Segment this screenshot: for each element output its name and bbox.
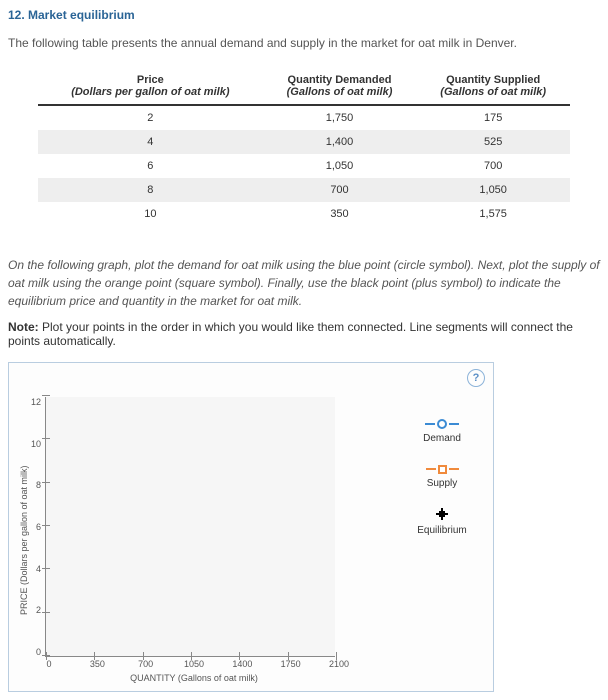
legend-supply-label: Supply [407, 478, 477, 489]
plot-area[interactable] [45, 397, 335, 657]
plus-icon [435, 507, 449, 521]
cell-qd: 700 [263, 178, 417, 202]
legend-demand[interactable]: Demand [407, 417, 477, 444]
x-ticks: 03507001050140017502100 [49, 657, 339, 671]
cell-qs: 1,050 [416, 178, 570, 202]
col-header-main: Quantity Supplied [446, 74, 540, 86]
cell-qs: 175 [416, 105, 570, 130]
y-ticks: 12 10 8 6 4 2 0 [31, 397, 45, 657]
col-header-main: Price [137, 74, 164, 86]
legend-supply[interactable]: Supply [407, 462, 477, 489]
table-row: 2 1,750 175 [38, 105, 570, 130]
square-icon [426, 465, 459, 474]
table-row: 10 350 1,575 [38, 202, 570, 226]
table-row: 4 1,400 525 [38, 130, 570, 154]
cell-qd: 350 [263, 202, 417, 226]
cell-qs: 525 [416, 130, 570, 154]
cell-price: 8 [38, 178, 263, 202]
cell-qs: 700 [416, 154, 570, 178]
note-text: Plot your points in the order in which y… [8, 320, 573, 348]
col-header-qs: Quantity Supplied (Gallons of oat milk) [416, 68, 570, 105]
legend-equilibrium[interactable]: Equilibrium [407, 507, 477, 536]
data-table-wrap: Price (Dollars per gallon of oat milk) Q… [38, 68, 570, 226]
x-axis-label: QUANTITY (Gallons of oat milk) [49, 673, 339, 683]
data-table: Price (Dollars per gallon of oat milk) Q… [38, 68, 570, 226]
cell-qd: 1,750 [263, 105, 417, 130]
y-tick: 4 [31, 564, 41, 574]
legend-demand-label: Demand [407, 433, 477, 444]
y-tick: 2 [31, 605, 41, 615]
cell-qd: 1,400 [263, 130, 417, 154]
legend-equilibrium-label: Equilibrium [407, 525, 477, 536]
col-header-sub: (Gallons of oat milk) [420, 86, 566, 98]
y-tick: 8 [31, 480, 41, 490]
circle-icon [425, 419, 459, 429]
help-icon[interactable]: ? [467, 369, 485, 387]
col-header-sub: (Dollars per gallon of oat milk) [42, 86, 259, 98]
cell-price: 4 [38, 130, 263, 154]
y-axis-label: PRICE (Dollars per gallon of oat milk) [17, 397, 31, 683]
y-tick: 12 [31, 397, 41, 407]
cell-price: 2 [38, 105, 263, 130]
col-header-sub: (Gallons of oat milk) [267, 86, 413, 98]
col-header-qd: Quantity Demanded (Gallons of oat milk) [263, 68, 417, 105]
note-label: Note: [8, 320, 39, 334]
table-row: 6 1,050 700 [38, 154, 570, 178]
note: Note: Plot your points in the order in w… [8, 320, 600, 348]
graph-instructions: On the following graph, plot the demand … [8, 256, 600, 310]
cell-price: 6 [38, 154, 263, 178]
question-title: 12. Market equilibrium [8, 8, 600, 22]
col-header-main: Quantity Demanded [288, 74, 392, 86]
legend: Demand Supply Equilibrium [389, 397, 483, 683]
cell-qs: 1,575 [416, 202, 570, 226]
intro-text: The following table presents the annual … [8, 36, 600, 50]
graph-panel: ? PRICE (Dollars per gallon of oat milk)… [8, 362, 494, 692]
cell-qd: 1,050 [263, 154, 417, 178]
cell-price: 10 [38, 202, 263, 226]
table-row: 8 700 1,050 [38, 178, 570, 202]
y-tick: 10 [31, 439, 41, 449]
col-header-price: Price (Dollars per gallon of oat milk) [38, 68, 263, 105]
y-tick: 6 [31, 522, 41, 532]
y-tick: 0 [31, 647, 41, 657]
